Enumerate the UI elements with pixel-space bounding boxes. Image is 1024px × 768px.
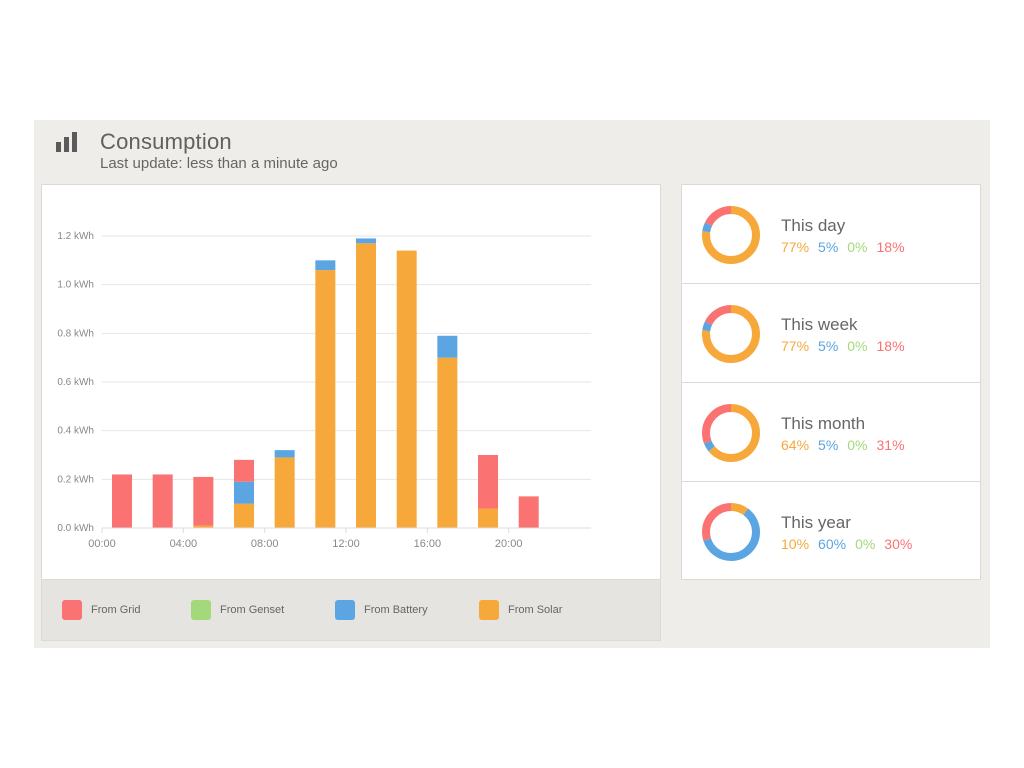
percent-grid: 30% (884, 536, 913, 552)
donut-segment-grid (702, 305, 760, 363)
percent-battery: 5% (818, 338, 839, 354)
percent-genset: 0% (847, 239, 868, 255)
stat-percentages: 10% 60% 0% 30% (781, 536, 912, 552)
donut-segment-battery (702, 503, 760, 561)
last-update-text: Last update: less than a minute ago (100, 155, 338, 172)
percent-genset: 0% (855, 536, 876, 552)
legend-label: From Grid (91, 604, 141, 616)
bar-solar-06:00[interactable] (234, 503, 255, 528)
donut-chart (702, 503, 760, 561)
bar-grid-18:00[interactable] (478, 455, 499, 509)
donut-chart (702, 206, 760, 264)
x-tick-label: 04:00 (170, 538, 198, 550)
consumption-bar-chart: 0.0 kWh 0.2 kWh 0.4 kWh 0.6 kWh 0.8 kWh 1.0 k… (57, 231, 591, 550)
stat-percentages: 64% 5% 0% 31% (781, 437, 905, 453)
bar-battery-06:00[interactable] (234, 481, 255, 504)
x-tick-label: 20:00 (495, 538, 523, 550)
stat-row-this-week: This week 77% 5% 0% 18% (682, 284, 980, 383)
donut-segment-grid (702, 206, 760, 264)
legend-item-grid[interactable]: From Grid (62, 600, 141, 620)
stat-row-this-year: This year 10% 60% 0% 30% (682, 482, 980, 581)
bar-grid-04:00[interactable] (193, 476, 214, 526)
bar-grid-20:00[interactable] (518, 496, 539, 528)
bar-solar-08:00[interactable] (274, 457, 295, 528)
stat-period-label: This day (781, 216, 846, 235)
percent-grid: 18% (876, 239, 905, 255)
percent-solar: 77% (781, 338, 810, 354)
consumption-stats-card: This day 77% 5% 0% 18% This week 77% 5% 0% 18% Thi… (681, 184, 981, 580)
stat-row-this-day: This day 77% 5% 0% 18% (682, 185, 980, 284)
bar-solar-18:00[interactable] (478, 508, 499, 528)
legend-swatch-solar (479, 600, 499, 620)
legend-label: From Battery (364, 604, 428, 616)
bar-grid-06:00[interactable] (234, 459, 255, 482)
legend-item-genset[interactable]: From Genset (191, 600, 284, 620)
stat-percentages: 77% 5% 0% 18% (781, 239, 905, 255)
y-tick-label: 0.0 kWh (57, 523, 94, 534)
donut-segment-grid (702, 404, 760, 462)
y-tick-label: 0.4 kWh (57, 426, 94, 437)
y-tick-label: 1.0 kWh (57, 280, 94, 291)
donut-segment-grid (702, 503, 760, 561)
chart-legend: From Grid From Genset From Battery From Sol… (42, 579, 660, 640)
bar-grid-02:00[interactable] (152, 474, 173, 528)
consumption-chart-card: 0.0 kWh 0.2 kWh 0.4 kWh 0.6 kWh 0.8 kWh 1.0 k… (41, 184, 661, 641)
y-tick-label: 1.2 kWh (57, 231, 94, 242)
percent-solar: 77% (781, 239, 810, 255)
bar-chart-icon (56, 130, 82, 152)
bar-solar-14:00[interactable] (396, 250, 417, 528)
legend-swatch-genset (191, 600, 211, 620)
y-tick-label: 0.2 kWh (57, 474, 94, 485)
stat-period-label: This month (781, 414, 866, 433)
stat-row-this-month: This month 64% 5% 0% 31% (682, 383, 980, 482)
stat-percentages: 77% 5% 0% 18% (781, 338, 905, 354)
bar-solar-16:00[interactable] (437, 357, 458, 528)
legend-swatch-battery (335, 600, 355, 620)
percent-genset: 0% (847, 437, 868, 453)
panel-header: Consumption Last update: less than a min… (34, 120, 990, 184)
consumption-panel: Consumption Last update: less than a min… (34, 120, 990, 648)
legend-label: From Solar (508, 604, 563, 616)
bar-battery-08:00[interactable] (274, 450, 295, 458)
percent-battery: 60% (818, 536, 847, 552)
donut-chart (702, 305, 760, 363)
x-tick-label: 08:00 (251, 538, 279, 550)
stat-period-label: This week (781, 315, 858, 334)
percent-grid: 18% (876, 338, 905, 354)
stat-period-label: This year (781, 513, 851, 532)
legend-label: From Genset (220, 604, 285, 616)
x-tick-label: 16:00 (414, 538, 442, 550)
page-title: Consumption (100, 129, 232, 154)
x-tick-label: 12:00 (332, 538, 360, 550)
bar-solar-04:00[interactable] (193, 525, 214, 528)
bar-solar-12:00[interactable] (356, 243, 377, 529)
bar-battery-12:00[interactable] (356, 238, 377, 244)
legend-swatch-grid (62, 600, 82, 620)
y-tick-label: 0.6 kWh (57, 377, 94, 388)
percent-battery: 5% (818, 437, 839, 453)
percent-genset: 0% (847, 338, 868, 354)
y-tick-label: 0.8 kWh (57, 328, 94, 339)
percent-battery: 5% (818, 239, 839, 255)
percent-solar: 10% (781, 536, 810, 552)
bar-battery-10:00[interactable] (315, 260, 336, 271)
bar-solar-10:00[interactable] (315, 270, 336, 528)
legend-item-battery[interactable]: From Battery (335, 600, 428, 620)
bar-battery-16:00[interactable] (437, 335, 458, 358)
percent-grid: 31% (876, 437, 905, 453)
percent-solar: 64% (781, 437, 810, 453)
legend-item-solar[interactable]: From Solar (479, 600, 562, 620)
x-tick-label: 00:00 (88, 538, 116, 550)
donut-chart (702, 404, 760, 462)
bar-grid-00:00[interactable] (112, 474, 132, 528)
